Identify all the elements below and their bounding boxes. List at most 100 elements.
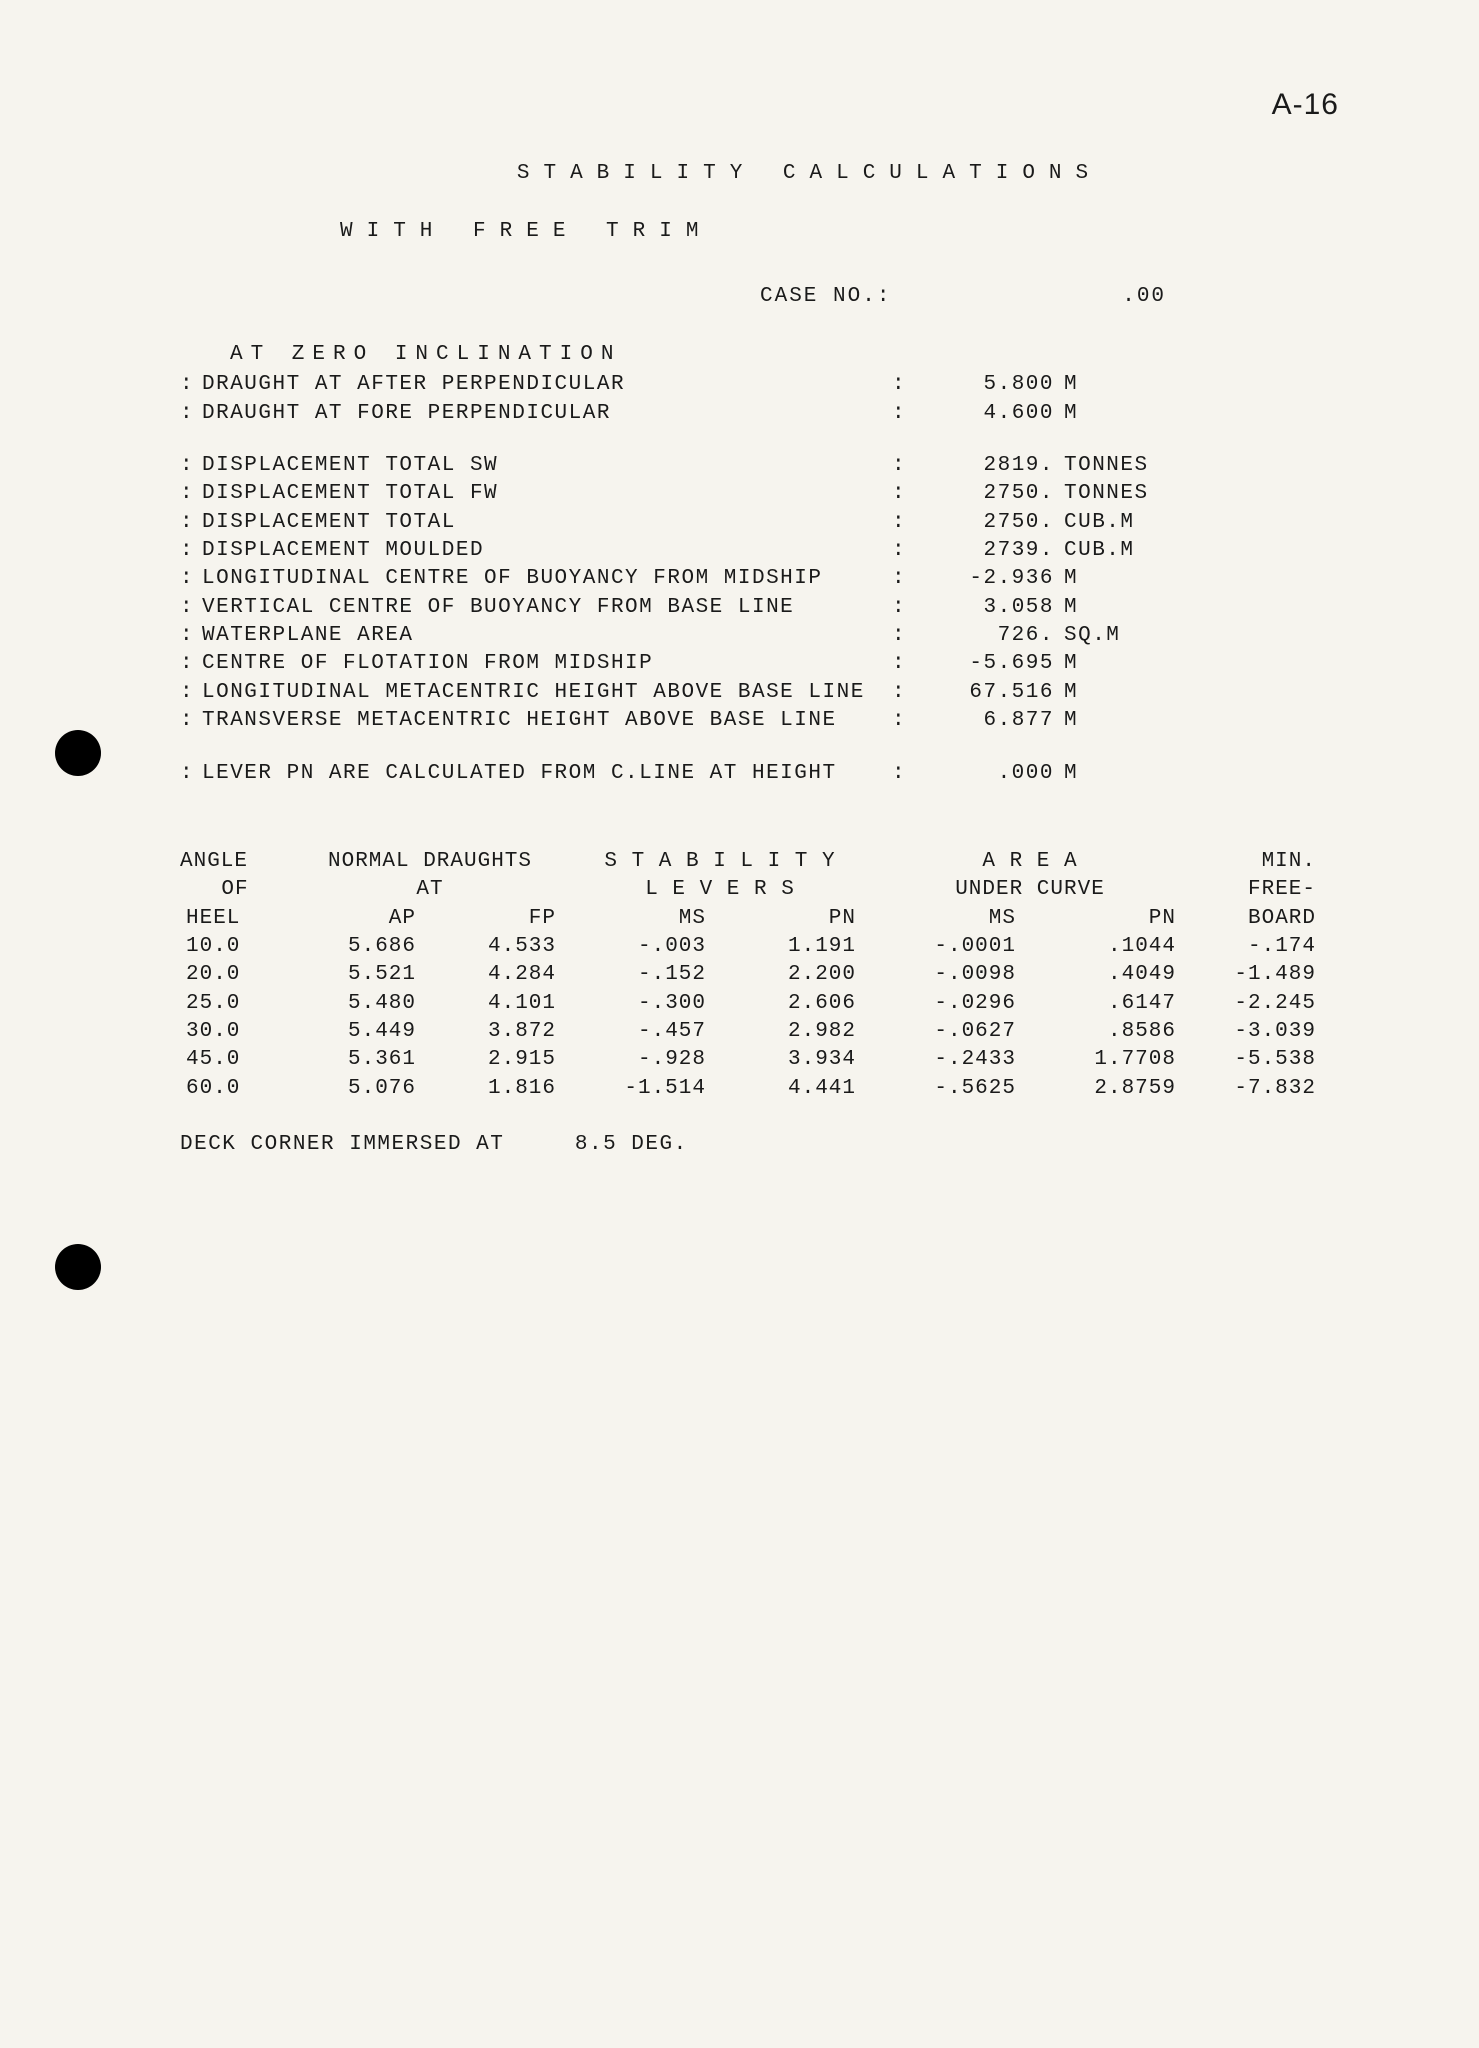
params-block-a: :DRAUGHT AT AFTER PERPENDICULAR:5.800M:D… [180, 371, 1379, 428]
table-cell: 5.076 [290, 1075, 430, 1103]
table-cell: -.0627 [870, 1018, 1030, 1046]
table-cell: 2.982 [720, 1018, 870, 1046]
param-row: :LEVER PN ARE CALCULATED FROM C.LINE AT … [180, 760, 1379, 788]
param-value: 2819. [914, 452, 1054, 480]
table-cell: 25.0 [180, 990, 290, 1018]
h-stability: S T A B I L I T Y [604, 850, 835, 873]
table-cell: -7.832 [1190, 1075, 1330, 1103]
table-cell: 60.0 [180, 1075, 290, 1103]
param-label: LEVER PN ARE CALCULATED FROM C.LINE AT H… [202, 760, 892, 788]
param-row: :WATERPLANE AREA:726.SQ.M [180, 622, 1379, 650]
column-header: FP [430, 905, 570, 933]
param-unit: CUB.M [1054, 537, 1184, 565]
scanned-page: A-16 STABILITY CALCULATIONS WITH FREE TR… [0, 0, 1479, 2048]
table-cell: -5.538 [1190, 1046, 1330, 1074]
table-cell: -.0296 [870, 990, 1030, 1018]
column-header: MS [570, 905, 720, 933]
column-header: HEEL [180, 905, 290, 933]
table-cell: 1.191 [720, 933, 870, 961]
h-of: OF [221, 878, 248, 901]
table-cell: 20.0 [180, 961, 290, 989]
table-cell: 5.361 [290, 1046, 430, 1074]
param-value: .000 [914, 760, 1054, 788]
case-value: .00 [1006, 283, 1166, 311]
table-cell: 2.8759 [1030, 1075, 1190, 1103]
case-line: CASE NO.: .00 [760, 283, 1379, 311]
stability-table: ANGLE NORMAL DRAUGHTS S T A B I L I T Y … [180, 848, 1379, 1103]
table-cell: -.5625 [870, 1075, 1030, 1103]
param-value: -5.695 [914, 650, 1054, 678]
case-label: CASE NO.: [760, 285, 891, 308]
param-value: 4.600 [914, 400, 1054, 428]
table-cell: -3.039 [1190, 1018, 1330, 1046]
param-label: LONGITUDINAL METACENTRIC HEIGHT ABOVE BA… [202, 679, 892, 707]
param-label: DRAUGHT AT AFTER PERPENDICULAR [202, 371, 892, 399]
table-row: 60.05.0761.816-1.5144.441-.56252.8759-7.… [180, 1075, 1379, 1103]
table-cell: 2.915 [430, 1046, 570, 1074]
column-header: MS [870, 905, 1030, 933]
param-row: :LONGITUDINAL CENTRE OF BUOYANCY FROM MI… [180, 565, 1379, 593]
param-value: 2750. [914, 480, 1054, 508]
param-row: :DISPLACEMENT TOTAL SW:2819.TONNES [180, 452, 1379, 480]
param-value: 67.516 [914, 679, 1054, 707]
param-row: :DRAUGHT AT AFTER PERPENDICULAR:5.800M [180, 371, 1379, 399]
param-unit: M [1054, 760, 1184, 788]
column-header: AP [290, 905, 430, 933]
param-row: :DISPLACEMENT TOTAL FW:2750.TONNES [180, 480, 1379, 508]
hole-punch-bottom [55, 1244, 101, 1290]
table-cell: 5.480 [290, 990, 430, 1018]
table-cell: 1.7708 [1030, 1046, 1190, 1074]
column-header: PN [720, 905, 870, 933]
table-cell: 3.872 [430, 1018, 570, 1046]
param-row: :VERTICAL CENTRE OF BUOYANCY FROM BASE L… [180, 594, 1379, 622]
param-row: :DISPLACEMENT TOTAL:2750.CUB.M [180, 509, 1379, 537]
table-cell: -.457 [570, 1018, 720, 1046]
table-cell: -.928 [570, 1046, 720, 1074]
h-angle: ANGLE [180, 848, 248, 876]
h-free: FREE- [1248, 878, 1316, 901]
params-block-c: :LEVER PN ARE CALCULATED FROM C.LINE AT … [180, 760, 1379, 788]
param-value: 6.877 [914, 707, 1054, 735]
table-cell: -.003 [570, 933, 720, 961]
param-unit: M [1054, 400, 1184, 428]
h-levers: L E V E R S [645, 878, 795, 901]
param-label: CENTRE OF FLOTATION FROM MIDSHIP [202, 650, 892, 678]
table-header-row-3: HEELAPFPMSPNMSPNBOARD [180, 905, 1379, 933]
table-header-row-2: OF AT L E V E R S UNDER CURVE FREE- [180, 876, 1379, 904]
table-cell: -.152 [570, 961, 720, 989]
param-row: :DRAUGHT AT FORE PERPENDICULAR:4.600M [180, 400, 1379, 428]
table-cell: -.2433 [870, 1046, 1030, 1074]
param-label: WATERPLANE AREA [202, 622, 892, 650]
param-label: DISPLACEMENT TOTAL [202, 509, 892, 537]
title: STABILITY CALCULATIONS [240, 160, 1379, 188]
table-cell: 4.101 [430, 990, 570, 1018]
param-value: 726. [914, 622, 1054, 650]
hole-punch-top [55, 730, 101, 776]
table-cell: 2.606 [720, 990, 870, 1018]
param-label: TRANSVERSE METACENTRIC HEIGHT ABOVE BASE… [202, 707, 892, 735]
table-header-row-1: ANGLE NORMAL DRAUGHTS S T A B I L I T Y … [180, 848, 1379, 876]
table-row: 45.05.3612.915-.9283.934-.24331.7708-5.5… [180, 1046, 1379, 1074]
table-cell: 4.533 [430, 933, 570, 961]
param-unit: TONNES [1054, 480, 1184, 508]
param-unit: M [1054, 371, 1184, 399]
table-cell: -.0098 [870, 961, 1030, 989]
table-cell: .8586 [1030, 1018, 1190, 1046]
param-unit: TONNES [1054, 452, 1184, 480]
param-unit: M [1054, 679, 1184, 707]
table-body: 10.05.6864.533-.0031.191-.0001.1044-.174… [180, 933, 1379, 1103]
column-header: PN [1030, 905, 1190, 933]
param-label: DISPLACEMENT TOTAL SW [202, 452, 892, 480]
table-row: 25.05.4804.101-.3002.606-.0296.6147-2.24… [180, 990, 1379, 1018]
subtitle: WITH FREE TRIM [340, 218, 1379, 246]
param-label: VERTICAL CENTRE OF BUOYANCY FROM BASE LI… [202, 594, 892, 622]
param-row: :TRANSVERSE METACENTRIC HEIGHT ABOVE BAS… [180, 707, 1379, 735]
param-value: 5.800 [914, 371, 1054, 399]
param-unit: M [1054, 594, 1184, 622]
table-row: 30.05.4493.872-.4572.982-.0627.8586-3.03… [180, 1018, 1379, 1046]
param-value: 2750. [914, 509, 1054, 537]
param-label: LONGITUDINAL CENTRE OF BUOYANCY FROM MID… [202, 565, 892, 593]
table-cell: -1.489 [1190, 961, 1330, 989]
table-cell: -1.514 [570, 1075, 720, 1103]
table-row: 10.05.6864.533-.0031.191-.0001.1044-.174 [180, 933, 1379, 961]
